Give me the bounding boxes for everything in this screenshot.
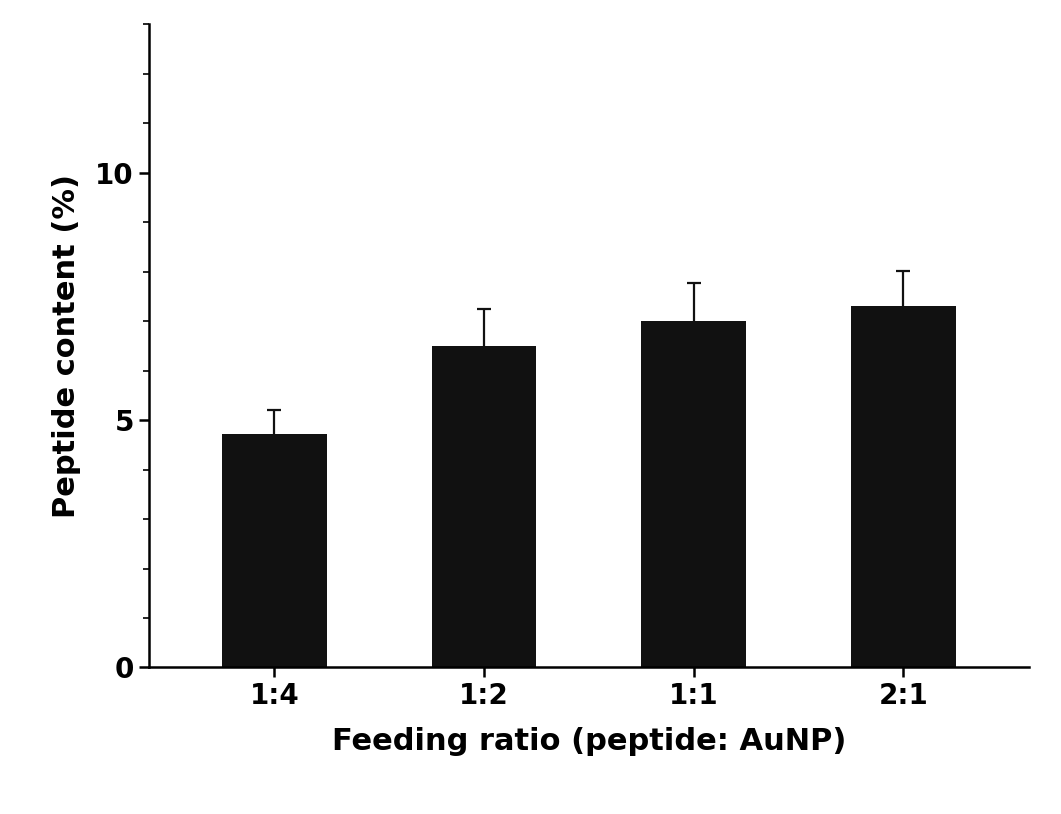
Bar [641, 322, 746, 667]
Y-axis label: Peptide content (%): Peptide content (%) [52, 174, 82, 518]
Bar [432, 346, 537, 667]
Bar [851, 306, 956, 667]
Bar [222, 434, 327, 667]
X-axis label: Feeding ratio (peptide: AuNP): Feeding ratio (peptide: AuNP) [332, 727, 846, 755]
